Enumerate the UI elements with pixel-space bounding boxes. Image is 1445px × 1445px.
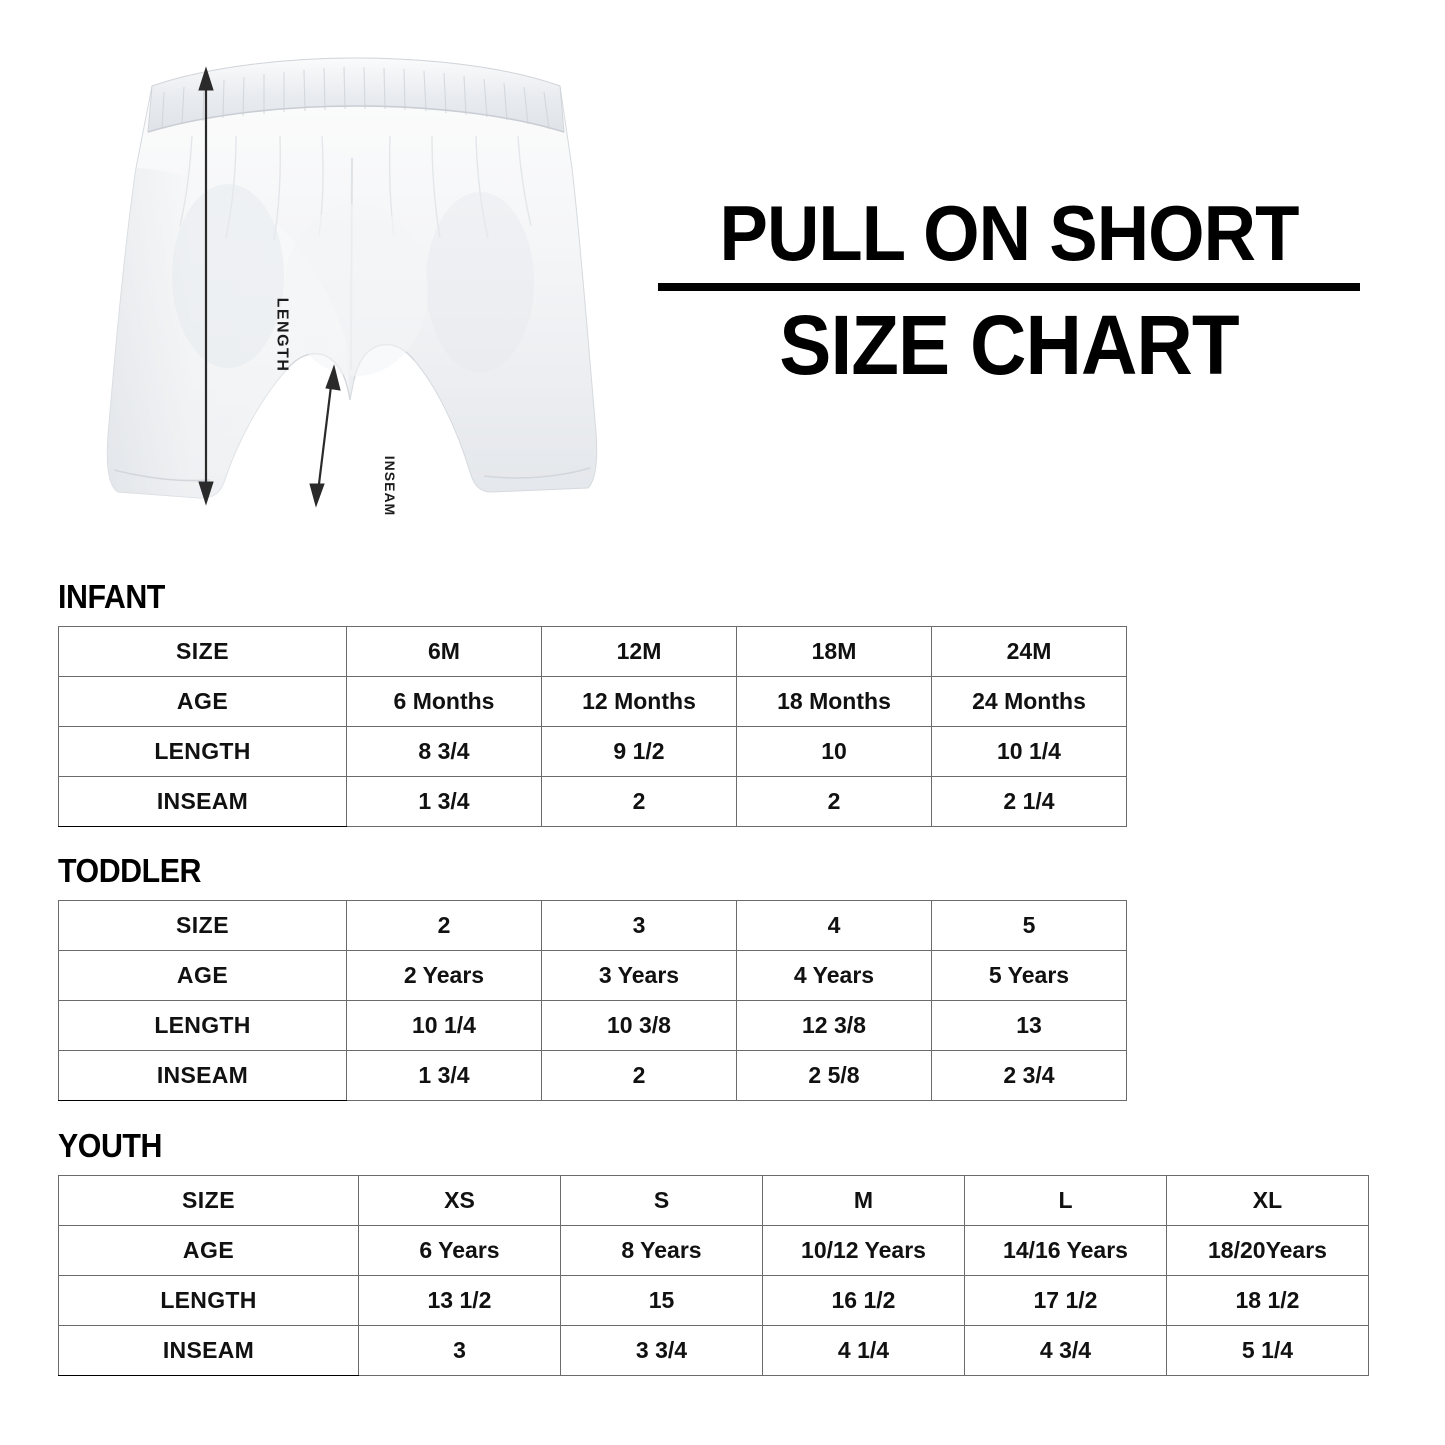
age-cell: 14/16 Years — [964, 1225, 1167, 1276]
row-label-inseam: INSEAM — [58, 1325, 359, 1376]
inseam-cell: 4 1/4 — [762, 1325, 965, 1376]
hero-section: LENGTH INSEAM PULL ON SHORT SIZE CHART — [0, 0, 1445, 560]
inseam-cell: 1 3/4 — [346, 1050, 542, 1101]
row-label-size: SIZE — [58, 626, 347, 677]
length-cell: 17 1/2 — [964, 1275, 1167, 1326]
table-row-size: SIZE 2 3 4 5 — [58, 900, 1127, 951]
section-heading-infant: INFANT — [58, 578, 165, 615]
inseam-measurement-label: INSEAM — [382, 455, 399, 517]
row-label-size: SIZE — [58, 900, 347, 951]
row-label-inseam: INSEAM — [58, 776, 347, 827]
inseam-measure-arrow — [309, 364, 341, 508]
title-block: PULL ON SHORT SIZE CHART — [658, 189, 1360, 392]
table-row-length: LENGTH 8 3/4 9 1/2 10 10 1/4 — [58, 726, 1127, 777]
inseam-cell: 2 — [541, 1050, 737, 1101]
size-cell: 6M — [346, 626, 542, 677]
age-cell: 3 Years — [541, 950, 737, 1001]
inseam-cell: 5 1/4 — [1166, 1325, 1369, 1376]
size-table-toddler: SIZE 2 3 4 5 AGE 2 Years 3 Years 4 Years… — [58, 900, 1127, 1101]
table-row-inseam: INSEAM 1 3/4 2 2 5/8 2 3/4 — [58, 1050, 1127, 1101]
length-cell: 18 1/2 — [1166, 1275, 1369, 1326]
size-cell: XL — [1166, 1175, 1369, 1226]
age-cell: 12 Months — [541, 676, 737, 727]
inseam-cell: 2 5/8 — [736, 1050, 932, 1101]
length-cell: 10 3/8 — [541, 1000, 737, 1051]
row-label-length: LENGTH — [58, 1000, 347, 1051]
table-row-length: LENGTH 10 1/4 10 3/8 12 3/8 13 — [58, 1000, 1127, 1051]
product-image-shorts: LENGTH INSEAM — [60, 40, 640, 540]
length-cell: 10 1/4 — [346, 1000, 542, 1051]
size-cell: M — [762, 1175, 965, 1226]
age-cell: 6 Months — [346, 676, 542, 727]
page-title-line-1: PULL ON SHORT — [719, 189, 1299, 277]
length-measure-arrow — [198, 66, 214, 506]
size-table-infant: SIZE 6M 12M 18M 24M AGE 6 Months 12 Mont… — [58, 626, 1127, 827]
inseam-cell: 2 — [541, 776, 737, 827]
size-cell: L — [964, 1175, 1167, 1226]
section-toddler: TODDLER SIZE 2 3 4 5 AGE 2 Years 3 Years… — [58, 852, 1127, 1101]
section-heading-youth: YOUTH — [58, 1127, 162, 1164]
table-row-inseam: INSEAM 1 3/4 2 2 2 1/4 — [58, 776, 1127, 827]
table-row-age: AGE 6 Years 8 Years 10/12 Years 14/16 Ye… — [58, 1225, 1369, 1276]
section-heading-toddler: TODDLER — [58, 852, 201, 889]
table-row-size: SIZE 6M 12M 18M 24M — [58, 626, 1127, 677]
inseam-cell: 2 3/4 — [931, 1050, 1127, 1101]
section-youth: YOUTH SIZE XS S M L XL AGE 6 Years 8 Yea… — [58, 1127, 1369, 1376]
table-row-age: AGE 2 Years 3 Years 4 Years 5 Years — [58, 950, 1127, 1001]
size-cell: 18M — [736, 626, 932, 677]
length-measurement-label: LENGTH — [273, 297, 291, 373]
page-title-line-2: SIZE CHART — [779, 297, 1239, 392]
row-label-length: LENGTH — [58, 1275, 359, 1326]
table-row-inseam: INSEAM 3 3 3/4 4 1/4 4 3/4 5 1/4 — [58, 1325, 1369, 1376]
length-cell: 10 1/4 — [931, 726, 1127, 777]
age-cell: 8 Years — [560, 1225, 763, 1276]
inseam-cell: 3 — [358, 1325, 561, 1376]
title-divider-rule — [658, 282, 1360, 291]
size-cell: 24M — [931, 626, 1127, 677]
age-cell: 6 Years — [358, 1225, 561, 1276]
size-cell: 3 — [541, 900, 737, 951]
size-cell: 4 — [736, 900, 932, 951]
length-cell: 9 1/2 — [541, 726, 737, 777]
shorts-body — [106, 57, 598, 499]
length-cell: 12 3/8 — [736, 1000, 932, 1051]
inseam-cell: 1 3/4 — [346, 776, 542, 827]
age-cell: 5 Years — [931, 950, 1127, 1001]
inseam-cell: 2 — [736, 776, 932, 827]
table-row-length: LENGTH 13 1/2 15 16 1/2 17 1/2 18 1/2 — [58, 1275, 1369, 1326]
length-cell: 13 1/2 — [358, 1275, 561, 1326]
length-cell: 10 — [736, 726, 932, 777]
age-cell: 24 Months — [931, 676, 1127, 727]
row-label-size: SIZE — [58, 1175, 359, 1226]
age-cell: 10/12 Years — [762, 1225, 965, 1276]
size-cell: 2 — [346, 900, 542, 951]
size-cell: XS — [358, 1175, 561, 1226]
length-cell: 13 — [931, 1000, 1127, 1051]
row-label-age: AGE — [58, 676, 347, 727]
inseam-cell: 3 3/4 — [560, 1325, 763, 1376]
size-cell: 12M — [541, 626, 737, 677]
age-cell: 4 Years — [736, 950, 932, 1001]
section-infant: INFANT SIZE 6M 12M 18M 24M AGE 6 Months … — [58, 578, 1127, 827]
size-cell: 5 — [931, 900, 1127, 951]
row-label-inseam: INSEAM — [58, 1050, 347, 1101]
length-cell: 8 3/4 — [346, 726, 542, 777]
age-cell: 18/20Years — [1166, 1225, 1369, 1276]
inseam-cell: 4 3/4 — [964, 1325, 1167, 1376]
age-cell: 2 Years — [346, 950, 542, 1001]
size-table-youth: SIZE XS S M L XL AGE 6 Years 8 Years 10/… — [58, 1175, 1369, 1376]
table-row-size: SIZE XS S M L XL — [58, 1175, 1369, 1226]
age-cell: 18 Months — [736, 676, 932, 727]
inseam-cell: 2 1/4 — [931, 776, 1127, 827]
length-cell: 16 1/2 — [762, 1275, 965, 1326]
row-label-age: AGE — [58, 1225, 359, 1276]
length-cell: 15 — [560, 1275, 763, 1326]
row-label-age: AGE — [58, 950, 347, 1001]
table-row-age: AGE 6 Months 12 Months 18 Months 24 Mont… — [58, 676, 1127, 727]
size-cell: S — [560, 1175, 763, 1226]
row-label-length: LENGTH — [58, 726, 347, 777]
